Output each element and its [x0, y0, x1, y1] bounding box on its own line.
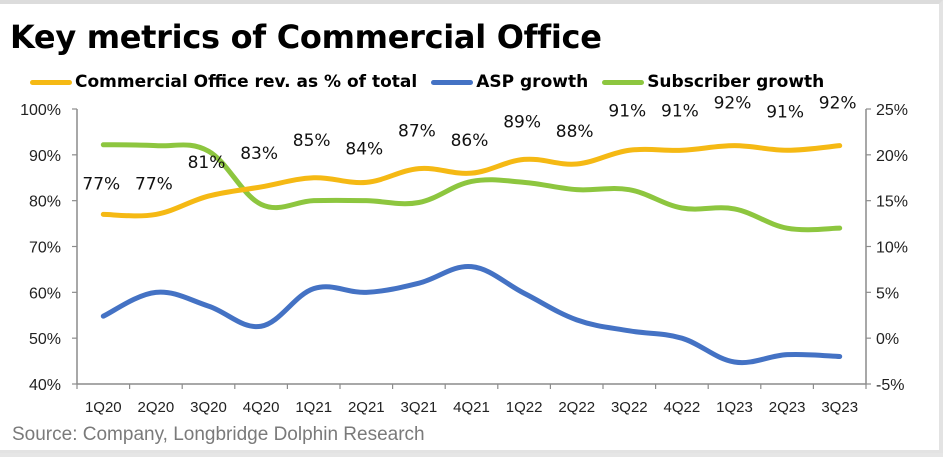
- data-label: 91%: [766, 102, 804, 122]
- x-tick-label: 2Q22: [558, 399, 595, 416]
- data-label: 92%: [819, 94, 857, 114]
- x-tick-label: 1Q21: [295, 399, 332, 416]
- x-tick-label: 3Q22: [611, 399, 648, 416]
- y-left-tick-label: 90%: [29, 148, 61, 165]
- data-label: 81%: [188, 153, 226, 173]
- x-tick-label: 2Q20: [138, 399, 175, 416]
- y-left-tick-label: 100%: [20, 102, 61, 119]
- x-tick-label: 4Q22: [664, 399, 701, 416]
- data-label: 87%: [398, 122, 436, 142]
- data-label: 91%: [661, 101, 699, 121]
- y-right-tick-label: 0%: [876, 331, 899, 348]
- x-tick-label: 4Q21: [453, 399, 490, 416]
- data-label: 86%: [451, 131, 489, 151]
- x-tick-label: 1Q23: [716, 399, 753, 416]
- chart-plot: 40% 50% 60% 70% 80% 90% 100% -5% 0% 5% 10% 15% 20% 25…: [0, 4, 943, 457]
- line-asp-growth: [103, 267, 839, 363]
- x-tick-label: 3Q21: [401, 399, 438, 416]
- source-note: Source: Company, Longbridge Dolphin Rese…: [12, 424, 425, 446]
- y-right-tick-label: 5%: [876, 285, 899, 302]
- y-right-tick-label: 25%: [876, 102, 908, 119]
- x-tick-label: 1Q22: [506, 399, 543, 416]
- data-label: 89%: [503, 112, 541, 132]
- x-tick-label: 4Q20: [243, 399, 280, 416]
- x-tick-label: 3Q23: [821, 399, 858, 416]
- y-right-tick-label: 10%: [876, 240, 908, 257]
- data-label: 85%: [293, 131, 331, 151]
- y-left-tick-label: 40%: [29, 377, 61, 394]
- data-label: 88%: [556, 122, 594, 142]
- y-left-tick-label: 70%: [29, 240, 61, 257]
- x-tick-label: 1Q20: [85, 399, 122, 416]
- y-left-tick-label: 50%: [29, 331, 61, 348]
- y-right-tick-label: 15%: [876, 194, 908, 211]
- data-label: 84%: [345, 139, 383, 159]
- data-label: 77%: [135, 174, 173, 194]
- data-label: 77%: [82, 174, 120, 194]
- y-left-tick-label: 80%: [29, 194, 61, 211]
- y-right-tick-label: 20%: [876, 148, 908, 165]
- x-tick-label: 2Q23: [769, 399, 806, 416]
- data-label: 91%: [608, 101, 646, 121]
- y-left-tick-label: 60%: [29, 285, 61, 302]
- x-tick-label: 2Q21: [348, 399, 385, 416]
- y-right-tick-label: -5%: [876, 377, 904, 394]
- data-label: 92%: [714, 94, 752, 114]
- data-label: 83%: [240, 144, 278, 164]
- x-tick-label: 3Q20: [190, 399, 227, 416]
